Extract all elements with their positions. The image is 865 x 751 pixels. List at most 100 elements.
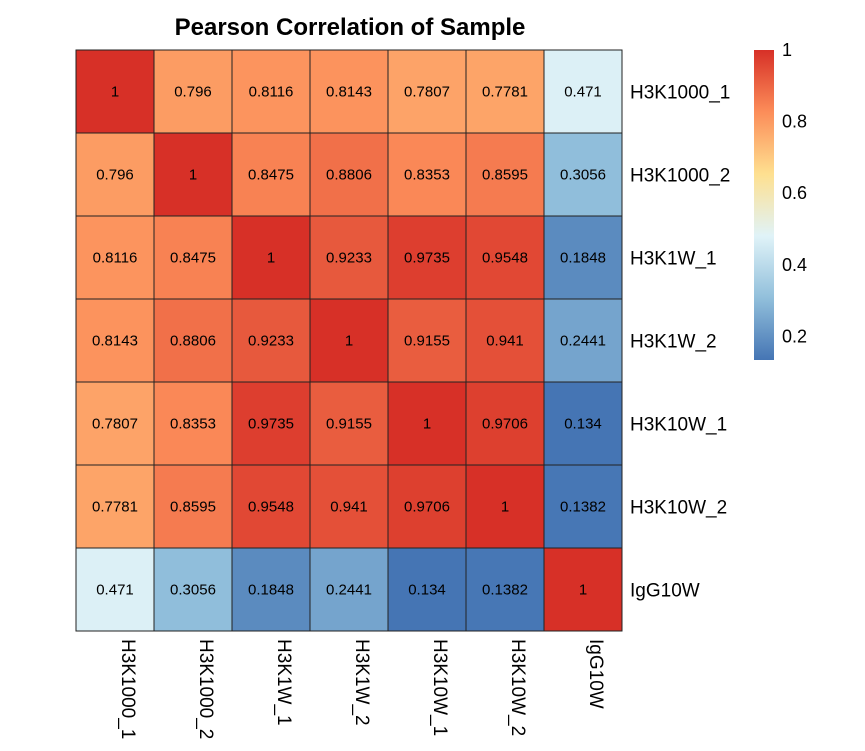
cell-value-label: 1 xyxy=(501,499,509,516)
cell-value-label: 0.8353 xyxy=(404,167,450,184)
colorbar-tick-label: 1 xyxy=(782,40,792,60)
heatmap-cell xyxy=(309,215,389,300)
row-labels: H3K1000_1 H3K1000_2 H3K1W_1 H3K1W_2 H3K10W_1… xyxy=(630,83,730,602)
heatmap-cell xyxy=(75,464,155,549)
cell-value-label: 0.8595 xyxy=(170,499,216,516)
cell-value-label: 0.9155 xyxy=(326,416,372,433)
cell-value-label: 0.9548 xyxy=(482,250,528,267)
heatmap-cell xyxy=(75,132,155,217)
heatmap-cell xyxy=(231,215,311,300)
heatmap-cell xyxy=(309,547,389,632)
cell-value-label: 1 xyxy=(579,582,587,599)
heatmap-cell xyxy=(543,464,623,549)
heatmap-cell xyxy=(75,547,155,632)
cell-value-label: 0.941 xyxy=(330,499,368,516)
colorbar-tick-label: 0.8 xyxy=(782,112,807,132)
heatmap-cell xyxy=(231,464,311,549)
heatmap-cell xyxy=(309,49,389,134)
cell-value-label: 0.9735 xyxy=(404,250,450,267)
heatmap-cell xyxy=(543,298,623,383)
cell-value-label: 0.2441 xyxy=(326,582,372,599)
row-label: H3K1W_2 xyxy=(630,332,717,353)
heatmap-cell xyxy=(309,464,389,549)
cell-value-label: 0.9233 xyxy=(248,333,294,350)
heatmap-cells: 1 0.796 0.8116 0.8143 0.7807 0.7781 0.471 0.796… xyxy=(75,49,623,632)
cell-value-label: 0.8353 xyxy=(170,416,216,433)
cell-value-label: 0.8143 xyxy=(326,84,372,101)
column-labels: H3K1000_1 H3K1000_2 H3K1W_1 H3K1W_2 H3K10W_1… xyxy=(117,639,606,739)
heatmap-cell xyxy=(465,49,545,134)
cell-value-label: 0.2441 xyxy=(560,333,606,350)
heatmap-cell xyxy=(231,547,311,632)
row-label: H3K1000_1 xyxy=(630,83,730,104)
cell-value-label: 0.1848 xyxy=(248,582,294,599)
cell-value-label: 1 xyxy=(111,84,119,101)
heatmap-cell xyxy=(465,215,545,300)
cell-value-label: 0.134 xyxy=(564,416,602,433)
cell-value-label: 0.7781 xyxy=(482,84,528,101)
row-label: H3K1000_2 xyxy=(630,166,730,187)
cell-value-label: 1 xyxy=(423,416,431,433)
heatmap-cell xyxy=(153,464,233,549)
column-label: H3K1W_2 xyxy=(351,639,372,726)
heatmap-cell xyxy=(387,215,467,300)
heatmap-cell xyxy=(153,298,233,383)
heatmap-cell xyxy=(465,298,545,383)
cell-value-label: 0.1382 xyxy=(560,499,606,516)
colorbar-tick-label: 0.4 xyxy=(782,255,807,275)
column-label: H3K1000_2 xyxy=(195,639,216,739)
column-label: H3K1000_1 xyxy=(117,639,138,739)
cell-value-label: 0.796 xyxy=(174,84,212,101)
cell-value-label: 0.471 xyxy=(96,582,134,599)
heatmap-cell xyxy=(387,547,467,632)
cell-value-label: 0.941 xyxy=(486,333,524,350)
cell-value-label: 0.8475 xyxy=(248,167,294,184)
cell-value-label: 0.9706 xyxy=(404,499,450,516)
cell-value-label: 0.8116 xyxy=(93,250,138,267)
heatmap-cell xyxy=(465,547,545,632)
cell-value-label: 1 xyxy=(267,250,275,267)
row-label: H3K1W_1 xyxy=(630,249,717,270)
row-label: H3K10W_1 xyxy=(630,415,727,436)
colorbar-tick-label: 0.2 xyxy=(782,326,807,346)
cell-value-label: 0.8595 xyxy=(482,167,528,184)
cell-value-label: 0.8475 xyxy=(170,250,216,267)
heatmap-cell xyxy=(75,381,155,466)
heatmap-cell xyxy=(387,132,467,217)
heatmap-cell xyxy=(543,215,623,300)
cell-value-label: 0.1848 xyxy=(560,250,606,267)
heatmap-cell xyxy=(231,132,311,217)
color-legend: 0.2 0.4 0.6 0.8 1 xyxy=(754,40,807,360)
cell-value-label: 0.7807 xyxy=(92,416,138,433)
cell-value-label: 0.9233 xyxy=(326,250,372,267)
colorbar-tick-label: 0.6 xyxy=(782,183,807,203)
heatmap-cell xyxy=(75,49,155,134)
heatmap-cell xyxy=(231,49,311,134)
column-label: H3K1W_1 xyxy=(273,639,294,726)
cell-value-label: 0.8806 xyxy=(170,333,216,350)
cell-value-label: 0.8116 xyxy=(249,84,294,101)
cell-value-label: 0.1382 xyxy=(482,582,528,599)
heatmap-cell xyxy=(153,215,233,300)
cell-value-label: 0.471 xyxy=(564,84,602,101)
heatmap-cell xyxy=(309,298,389,383)
colorbar-ticks: 0.2 0.4 0.6 0.8 1 xyxy=(782,40,807,346)
cell-value-label: 1 xyxy=(345,333,353,350)
heatmap-cell xyxy=(543,547,623,632)
heatmap-cell xyxy=(543,381,623,466)
column-label: H3K10W_2 xyxy=(507,639,528,736)
heatmap-cell xyxy=(387,49,467,134)
row-label: H3K10W_2 xyxy=(630,498,727,519)
cell-value-label: 0.134 xyxy=(408,582,446,599)
cell-value-label: 0.9548 xyxy=(248,499,294,516)
cell-value-label: 0.9706 xyxy=(482,416,528,433)
cell-value-label: 0.3056 xyxy=(170,582,216,599)
heatmap-cell xyxy=(75,298,155,383)
cell-value-label: 0.7781 xyxy=(92,499,138,516)
chart-title: Pearson Correlation of Sample xyxy=(175,14,526,41)
cell-value-label: 1 xyxy=(189,167,197,184)
heatmap-cell xyxy=(543,132,623,217)
column-label: IgG10W xyxy=(585,639,606,709)
heatmap-cell xyxy=(387,464,467,549)
